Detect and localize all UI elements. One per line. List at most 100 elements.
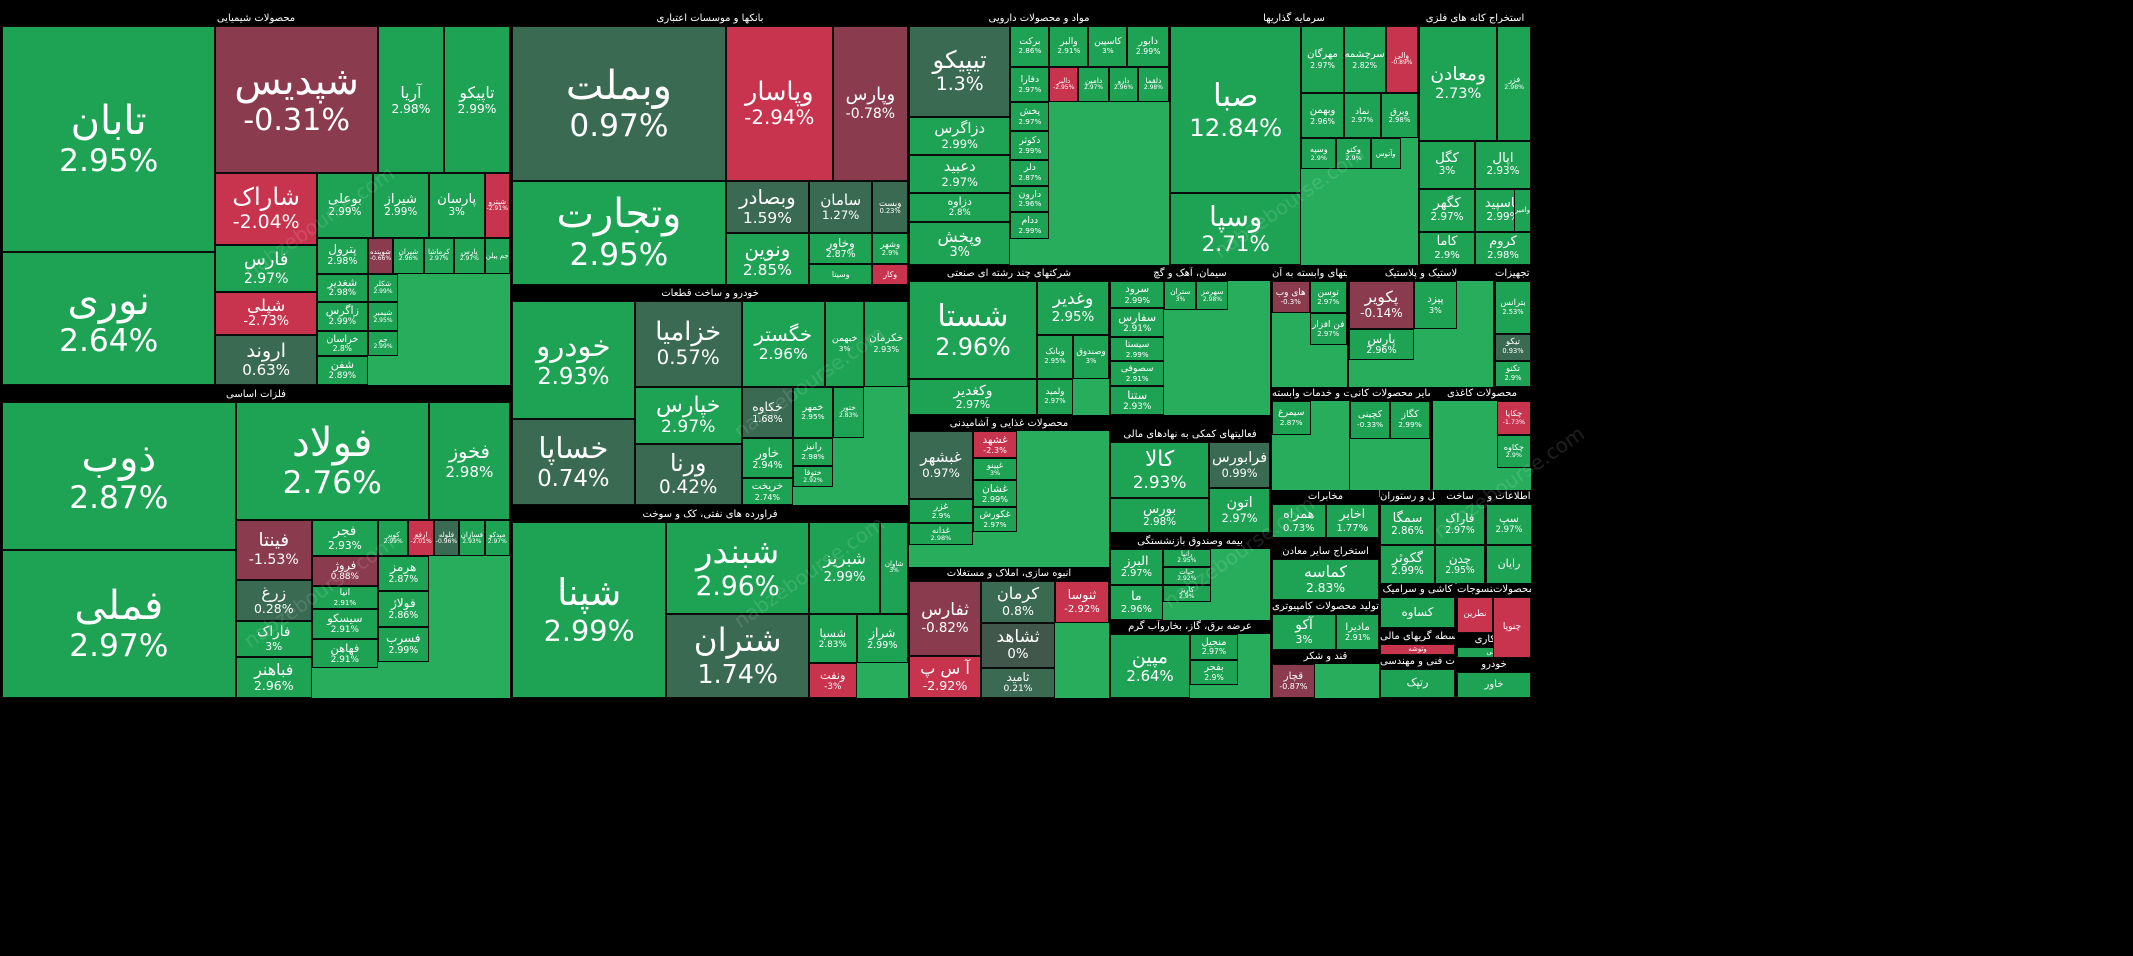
treemap-tile[interactable]: نوری 2.64% xyxy=(2,252,216,385)
treemap-tile[interactable]: انیا 2.91% xyxy=(311,585,378,610)
treemap-tile[interactable]: کساوه xyxy=(1380,597,1455,628)
treemap-tile[interactable]: دزاگرس 2.99% xyxy=(909,116,1011,156)
treemap-tile[interactable]: وبست 0.23% xyxy=(872,181,908,234)
treemap-tile[interactable]: شستا 2.96% xyxy=(909,281,1037,379)
treemap-tile[interactable]: وپخش 3% xyxy=(909,221,1011,265)
treemap-tile[interactable]: والی -0.89% xyxy=(1385,26,1418,93)
treemap-tile[interactable]: فاراک 3% xyxy=(235,621,312,657)
treemap-tile[interactable]: پارسان 3% xyxy=(428,173,485,238)
treemap-tile[interactable]: پکویر -0.14% xyxy=(1349,281,1414,329)
treemap-tile[interactable]: رانیا 2.95% xyxy=(1162,549,1211,567)
treemap-tile[interactable]: ثشاهد 0% xyxy=(981,623,1055,668)
treemap-tile[interactable]: شتران 1.74% xyxy=(666,613,809,698)
treemap-tile[interactable]: غزر 2.9% xyxy=(909,499,973,524)
treemap-tile[interactable]: فهاهن 2.91% xyxy=(311,638,378,669)
treemap-tile[interactable]: آ س پ -2.92% xyxy=(909,655,981,698)
treemap-tile[interactable]: حیات 2.92% xyxy=(1162,566,1211,585)
treemap-tile[interactable]: شوینده -0.66% xyxy=(367,237,394,274)
treemap-tile[interactable]: ومعادن 2.73% xyxy=(1419,26,1498,141)
treemap-tile[interactable]: خودرو 2.93% xyxy=(512,301,635,420)
treemap-tile[interactable]: کگهر 2.97% xyxy=(1419,188,1475,232)
treemap-tile[interactable]: شبریز 2.99% xyxy=(809,522,881,614)
treemap-tile[interactable]: دکوثر 2.99% xyxy=(1010,131,1050,160)
treemap-tile[interactable]: برکت 2.86% xyxy=(1010,26,1050,67)
treemap-tile[interactable]: اپال 2.93% xyxy=(1475,140,1531,189)
treemap-tile[interactable]: غپینو 3% xyxy=(973,458,1017,480)
treemap-tile[interactable]: والبر 2.91% xyxy=(1049,26,1089,67)
treemap-tile[interactable]: فجر 2.93% xyxy=(311,520,378,556)
treemap-tile[interactable]: اروند 0.63% xyxy=(215,334,317,385)
treemap-tile[interactable]: کچینی -0.33% xyxy=(1350,401,1390,440)
treemap-tile[interactable]: تاپیکو 2.99% xyxy=(443,26,510,174)
treemap-tile[interactable]: سمگا 2.86% xyxy=(1380,504,1435,545)
treemap-tile[interactable]: وغدیر 2.95% xyxy=(1037,281,1109,335)
treemap-tile[interactable]: تیپیکو 1.3% xyxy=(909,26,1011,117)
treemap-tile[interactable]: شپلی -2.73% xyxy=(215,291,317,335)
treemap-tile[interactable]: غدانه 2.98% xyxy=(909,523,973,546)
treemap-tile[interactable]: ختوقا 2.92% xyxy=(793,466,833,487)
treemap-tile[interactable]: کالا 2.93% xyxy=(1110,442,1210,499)
treemap-tile[interactable]: کرماشا 2.97% xyxy=(423,237,455,274)
treemap-tile[interactable]: وسینا xyxy=(809,264,873,285)
treemap-tile[interactable]: خساپا 0.74% xyxy=(512,419,635,505)
treemap-tile[interactable]: فروژ 0.88% xyxy=(311,555,378,586)
treemap-tile[interactable]: ستران 3% xyxy=(1164,281,1197,311)
treemap-tile[interactable]: ما 2.96% xyxy=(1110,584,1163,620)
treemap-tile[interactable]: وصندوق 3% xyxy=(1073,334,1109,379)
treemap-tile[interactable]: دفارا 2.97% xyxy=(1010,66,1050,103)
treemap-tile[interactable]: دارون 2.96% xyxy=(1010,186,1050,213)
treemap-tile[interactable]: وکغدیر 2.97% xyxy=(909,378,1037,415)
treemap-tile[interactable]: نماد 2.97% xyxy=(1343,92,1381,139)
treemap-tile[interactable]: پیزد 3% xyxy=(1413,281,1457,329)
treemap-tile[interactable]: بوعلی 2.99% xyxy=(316,173,373,238)
treemap-tile[interactable]: شیراز 2.99% xyxy=(372,173,429,238)
treemap-tile[interactable]: پارس 2.96% xyxy=(1349,328,1414,361)
treemap-tile[interactable]: شراز 2.99% xyxy=(856,613,908,663)
treemap-tile[interactable]: کاریز 2.9% xyxy=(1162,584,1211,603)
treemap-tile[interactable]: سیمرغ 2.87% xyxy=(1272,401,1311,435)
treemap-tile[interactable]: منجیل 2.97% xyxy=(1190,634,1238,660)
treemap-tile[interactable]: تابان 2.95% xyxy=(2,26,216,253)
treemap-tile[interactable]: سرچشمه 2.82% xyxy=(1343,26,1386,93)
treemap-tile[interactable]: ثامید 0.21% xyxy=(981,667,1055,698)
treemap-tile[interactable]: ستنا 2.93% xyxy=(1110,385,1165,415)
treemap-tile[interactable]: خراسان 2.8% xyxy=(316,331,368,357)
treemap-tile[interactable]: خریخت 2.74% xyxy=(741,478,794,505)
treemap-tile[interactable]: وآتوس xyxy=(1370,138,1401,170)
treemap-tile[interactable]: بورس 2.98% xyxy=(1110,498,1210,533)
treemap-tile[interactable]: وکتو 2.9% xyxy=(1336,138,1371,170)
treemap-tile[interactable]: مپین 2.64% xyxy=(1110,634,1190,698)
treemap-tile[interactable]: فن افزار 2.97% xyxy=(1309,312,1347,345)
treemap-tile[interactable]: سرود 2.99% xyxy=(1110,281,1165,308)
treemap-tile[interactable]: چنوپا xyxy=(1493,597,1531,658)
treemap-tile[interactable]: کویر 2.99% xyxy=(377,520,409,556)
treemap-tile[interactable]: کروم 2.98% xyxy=(1475,231,1531,265)
treemap-tile[interactable]: خاور 2.94% xyxy=(741,437,794,479)
treemap-tile[interactable]: کاما 2.9% xyxy=(1419,231,1475,265)
treemap-tile[interactable]: سصوفی 2.91% xyxy=(1110,361,1165,386)
treemap-tile[interactable]: تکنو 2.9% xyxy=(1495,360,1531,387)
treemap-tile[interactable]: وپاسار -2.94% xyxy=(725,26,833,182)
treemap-tile[interactable]: شاوان 3% xyxy=(880,522,908,614)
treemap-tile[interactable]: شاراک -2.04% xyxy=(215,173,317,245)
treemap-tile[interactable]: فولاژ 2.86% xyxy=(377,591,429,627)
treemap-tile[interactable]: شیمبر 2.95% xyxy=(367,302,399,332)
treemap-tile[interactable]: رایان xyxy=(1486,544,1532,585)
treemap-tile[interactable]: وخاور 2.87% xyxy=(809,233,873,265)
treemap-tile[interactable]: اخابر 1.77% xyxy=(1325,504,1379,538)
treemap-tile[interactable]: مادیرا 2.91% xyxy=(1336,614,1379,650)
treemap-tile[interactable]: دالبر -2.95% xyxy=(1049,66,1078,103)
treemap-tile[interactable]: شغدیر 2.98% xyxy=(316,273,368,303)
treemap-tile[interactable]: ونوین 2.85% xyxy=(725,233,809,285)
treemap-tile[interactable]: فسرب 2.99% xyxy=(377,626,429,663)
treemap-tile[interactable]: اتون 2.97% xyxy=(1209,487,1270,533)
treemap-tile[interactable]: دارو 2.96% xyxy=(1109,66,1138,103)
treemap-tile[interactable]: پارس 2.97% xyxy=(454,237,485,274)
treemap-tile[interactable]: شکلر 2.99% xyxy=(367,273,399,303)
treemap-tile[interactable]: سهرمز 2.98% xyxy=(1196,281,1229,311)
treemap-tile[interactable]: آکو 3% xyxy=(1272,614,1337,650)
treemap-tile[interactable]: ذوب 2.87% xyxy=(2,402,236,550)
treemap-tile[interactable]: خگستر 2.96% xyxy=(741,301,825,387)
treemap-tile[interactable]: سیستا 2.99% xyxy=(1110,337,1165,362)
treemap-tile[interactable]: شپنا 2.99% xyxy=(512,522,667,698)
